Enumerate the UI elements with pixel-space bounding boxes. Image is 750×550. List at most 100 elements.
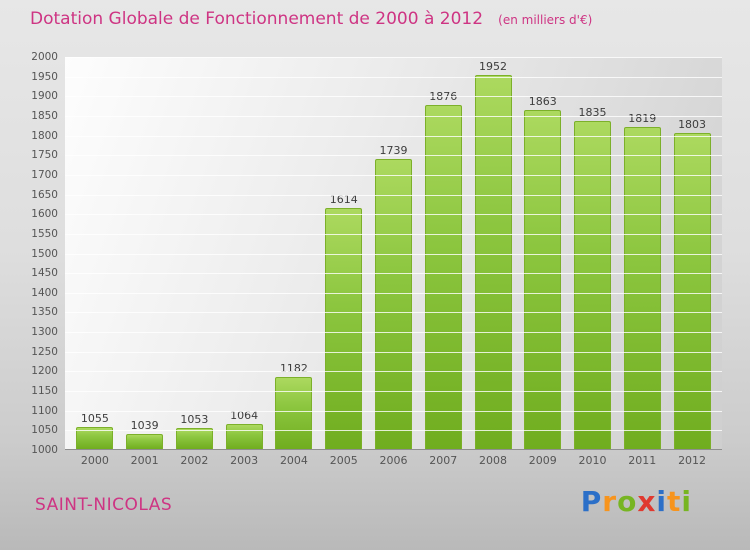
- x-tick-label: 2010: [578, 454, 607, 467]
- gridline: [65, 57, 722, 58]
- place-name: SAINT-NICOLAS: [35, 495, 173, 515]
- chart-title: Dotation Globale de Fonctionnement de 20…: [30, 9, 484, 29]
- bar-value-label: 1614: [329, 192, 358, 206]
- x-tick-label: 2005: [329, 454, 358, 467]
- bar-value-label: 1739: [379, 143, 408, 157]
- y-tick-label: 1400: [31, 286, 58, 299]
- bars: 1055 1039 1053 1064 1182 1614 1739 1876 1952 1863…: [65, 57, 722, 449]
- bar-value-label: 1876: [429, 89, 458, 103]
- x-tick-label: 2000: [80, 454, 109, 467]
- y-tick-label: 1300: [31, 326, 58, 339]
- bar: [524, 109, 562, 449]
- x-tick-label: 2004: [279, 454, 308, 467]
- logo-letter: P: [580, 485, 603, 518]
- y-tick-label: 2000: [31, 51, 58, 63]
- y-tick-label: 1000: [31, 444, 58, 456]
- gridline: [65, 135, 722, 137]
- bar-column: 1039: [122, 419, 168, 449]
- bar-column: 1952: [470, 60, 516, 449]
- bar-value-label: 1819: [628, 112, 657, 126]
- bar: [325, 207, 363, 449]
- bar: [474, 74, 512, 449]
- gridline: [65, 253, 722, 255]
- bar-value-label: 1952: [479, 59, 507, 73]
- y-tick-label: 1050: [31, 424, 58, 437]
- y-tick-label: 1100: [31, 404, 58, 417]
- y-tick-label: 1500: [31, 247, 58, 260]
- y-tick-label: 1550: [31, 227, 58, 240]
- bar-value-label: 1055: [80, 412, 109, 426]
- y-tick-label: 1350: [31, 306, 58, 319]
- logo-letter: r: [602, 485, 618, 518]
- y-tick-label: 1850: [31, 109, 58, 122]
- gridline: [65, 214, 722, 216]
- bar: [623, 127, 661, 449]
- x-tick-label: 2009: [528, 454, 557, 467]
- bar-column: 1055: [72, 412, 118, 449]
- logo-letter: o: [617, 485, 638, 518]
- y-tick-label: 1150: [31, 385, 58, 398]
- gridline: [65, 312, 722, 314]
- gridline: [65, 233, 722, 235]
- gridline: [65, 391, 722, 393]
- x-tick-label: 2007: [429, 454, 458, 467]
- logo-letter: i: [681, 485, 692, 518]
- proxiti-logo: Proxiti: [581, 485, 692, 518]
- y-tick-label: 1200: [31, 365, 58, 378]
- y-tick-label: 1700: [31, 168, 58, 181]
- logo-letter: i: [656, 485, 667, 518]
- gridline: [65, 371, 722, 373]
- bar: [126, 433, 164, 449]
- x-tick-label: 2003: [230, 454, 259, 467]
- bar-column: 1863: [520, 95, 566, 449]
- x-axis: 2000 2001 2002 2003 2004 2005 2006 2007 2008 2009…: [65, 454, 722, 467]
- bar: [424, 104, 462, 449]
- bar-column: 1803: [669, 118, 715, 449]
- bar-column: 1182: [271, 362, 317, 449]
- bar-value-label: 1053: [180, 413, 209, 427]
- gridline: [65, 96, 722, 98]
- bar-column: 1835: [570, 106, 616, 449]
- y-tick-label: 1900: [31, 90, 58, 103]
- x-tick-label: 2006: [379, 454, 408, 467]
- gridline: [65, 351, 722, 353]
- logo-letter: t: [667, 485, 682, 518]
- logo-letter: x: [637, 485, 657, 518]
- bar: [275, 377, 313, 449]
- plot-area: 1055 1039 1053 1064 1182 1614 1739 1876 1952 1863…: [31, 51, 722, 456]
- y-tick-label: 1450: [31, 267, 58, 280]
- y-tick-label: 1650: [31, 188, 58, 201]
- bar: [175, 428, 213, 449]
- bar-value-label: 1803: [678, 118, 707, 132]
- y-tick-label: 1250: [31, 345, 58, 358]
- bar: [574, 120, 612, 449]
- x-tick-label: 2008: [479, 454, 507, 467]
- bar-value-label: 1182: [279, 362, 308, 376]
- x-tick-label: 2002: [180, 454, 209, 467]
- gridline: [65, 292, 722, 294]
- gridline: [65, 76, 722, 78]
- gridline: [65, 174, 722, 176]
- bar: [374, 158, 412, 449]
- x-tick-label: 2001: [130, 454, 159, 467]
- gridline: [65, 273, 722, 275]
- bar-column: 1053: [171, 413, 217, 449]
- gridline: [65, 430, 722, 432]
- bar-value-label: 1863: [528, 94, 557, 108]
- bar-column: 1819: [619, 112, 665, 449]
- gridline: [65, 332, 722, 334]
- bar: [673, 133, 711, 449]
- bar-value-label: 1064: [230, 408, 259, 422]
- chart-subtitle: (en milliers d'€): [498, 13, 593, 27]
- gridline: [65, 194, 722, 196]
- y-tick-label: 1750: [31, 149, 58, 162]
- x-tick-label: 2011: [628, 454, 657, 467]
- gridline: [65, 410, 722, 412]
- gridline: [65, 115, 722, 117]
- bar: [225, 423, 263, 449]
- y-tick-label: 1600: [31, 208, 58, 221]
- bar: [76, 427, 114, 449]
- x-tick-label: 2012: [678, 454, 707, 467]
- bar-column: 1064: [221, 409, 267, 449]
